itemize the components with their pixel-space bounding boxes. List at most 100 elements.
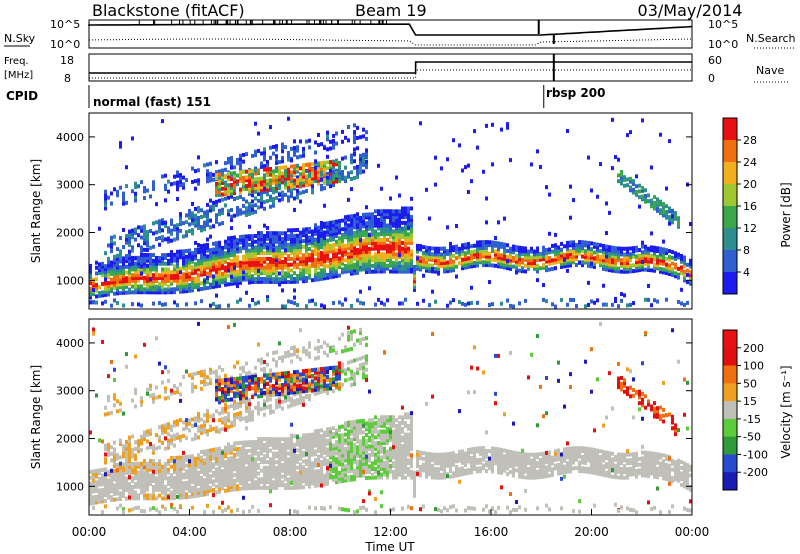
velocity-cell <box>185 369 188 374</box>
velocity-cell <box>209 462 212 467</box>
power-cell <box>482 169 485 174</box>
power-cell <box>140 303 143 308</box>
power-cell <box>602 266 605 271</box>
power-cell <box>644 188 647 193</box>
power-cell <box>689 270 692 275</box>
power-cell <box>293 239 296 244</box>
power-cell <box>179 283 182 288</box>
velocity-cell <box>245 426 248 431</box>
power-cell <box>137 287 140 292</box>
power-cell <box>179 218 182 223</box>
velocity-cell <box>266 376 269 381</box>
power-cell <box>644 247 647 252</box>
power-cell <box>659 199 662 204</box>
power-cell <box>308 267 311 272</box>
power-cell <box>629 255 632 260</box>
power-cell <box>329 260 332 265</box>
power-cell <box>650 204 653 209</box>
velocity-cell <box>194 423 197 428</box>
velocity-cell <box>206 466 209 471</box>
velocity-cell <box>152 506 155 511</box>
velocity-cell <box>173 506 176 511</box>
power-cell <box>359 153 362 158</box>
power-cell <box>332 248 335 253</box>
power-cell <box>659 261 662 266</box>
power-cell <box>383 235 386 240</box>
velocity-cell <box>179 398 182 403</box>
power-cell <box>332 165 335 170</box>
velocity-cell <box>269 462 272 467</box>
power-cell <box>122 191 125 196</box>
power-cell <box>497 241 500 246</box>
power-cell <box>134 287 137 292</box>
velocity-cell <box>200 373 203 378</box>
power-cell <box>326 238 329 243</box>
power-cell <box>296 262 299 267</box>
power-cell <box>152 276 155 281</box>
power-cell <box>458 249 461 254</box>
velocity-cell <box>245 378 248 383</box>
power-cell <box>125 240 128 245</box>
power-cell <box>374 269 377 274</box>
power-cell <box>293 265 296 270</box>
velocity-cell <box>266 362 269 367</box>
power-cell <box>221 260 224 265</box>
velocity-cell <box>266 448 269 453</box>
power-cell <box>320 276 323 281</box>
velocity-cell <box>248 375 251 380</box>
power-cell <box>212 172 215 177</box>
power-cell <box>389 226 392 231</box>
power-cell <box>212 224 215 229</box>
power-cell <box>197 226 200 231</box>
power-cell <box>647 283 650 288</box>
power-cell <box>332 176 335 181</box>
power-cell <box>296 188 299 193</box>
power-cell <box>257 231 260 236</box>
velocity-cell <box>248 383 251 388</box>
power-cell <box>224 245 227 250</box>
power-cell <box>314 263 317 268</box>
power-cell <box>143 241 146 246</box>
power-cell <box>320 142 323 147</box>
power-cell <box>380 269 383 274</box>
power-cell <box>518 248 521 253</box>
power-cell <box>245 277 248 282</box>
power-cell <box>626 269 629 274</box>
power-cell <box>395 255 398 260</box>
power-cell <box>227 303 230 308</box>
power-cell <box>371 243 374 248</box>
power-cell <box>374 246 377 251</box>
power-cell <box>245 169 248 174</box>
power-cell <box>254 188 257 193</box>
power-cell <box>251 242 254 247</box>
power-cell <box>398 266 401 271</box>
power-cell <box>284 277 287 282</box>
power-cell <box>143 287 146 292</box>
power-cell <box>224 265 227 270</box>
power-cell <box>581 240 584 245</box>
velocity-cell <box>107 449 110 454</box>
power-cell <box>212 253 215 258</box>
power-cell <box>575 242 578 247</box>
y-tick-label: 2000 <box>56 227 84 240</box>
power-cell <box>191 253 194 258</box>
power-cell <box>143 264 146 269</box>
velocity-cell <box>236 391 239 396</box>
power-cell <box>116 268 119 273</box>
power-cell <box>374 263 377 268</box>
power-cell <box>305 139 308 144</box>
power-cell <box>326 264 329 269</box>
power-cell <box>521 249 524 254</box>
power-cell <box>107 286 110 291</box>
power-cell <box>407 223 410 228</box>
power-cell <box>653 298 656 303</box>
power-cell <box>284 231 287 236</box>
power-cell <box>359 236 362 241</box>
power-cell <box>206 257 209 262</box>
power-cell <box>197 247 200 252</box>
velocity-cell <box>272 350 275 355</box>
power-cell <box>299 180 302 185</box>
velocity-cell <box>227 389 230 394</box>
power-cell <box>263 223 266 228</box>
power-cell <box>350 225 353 230</box>
